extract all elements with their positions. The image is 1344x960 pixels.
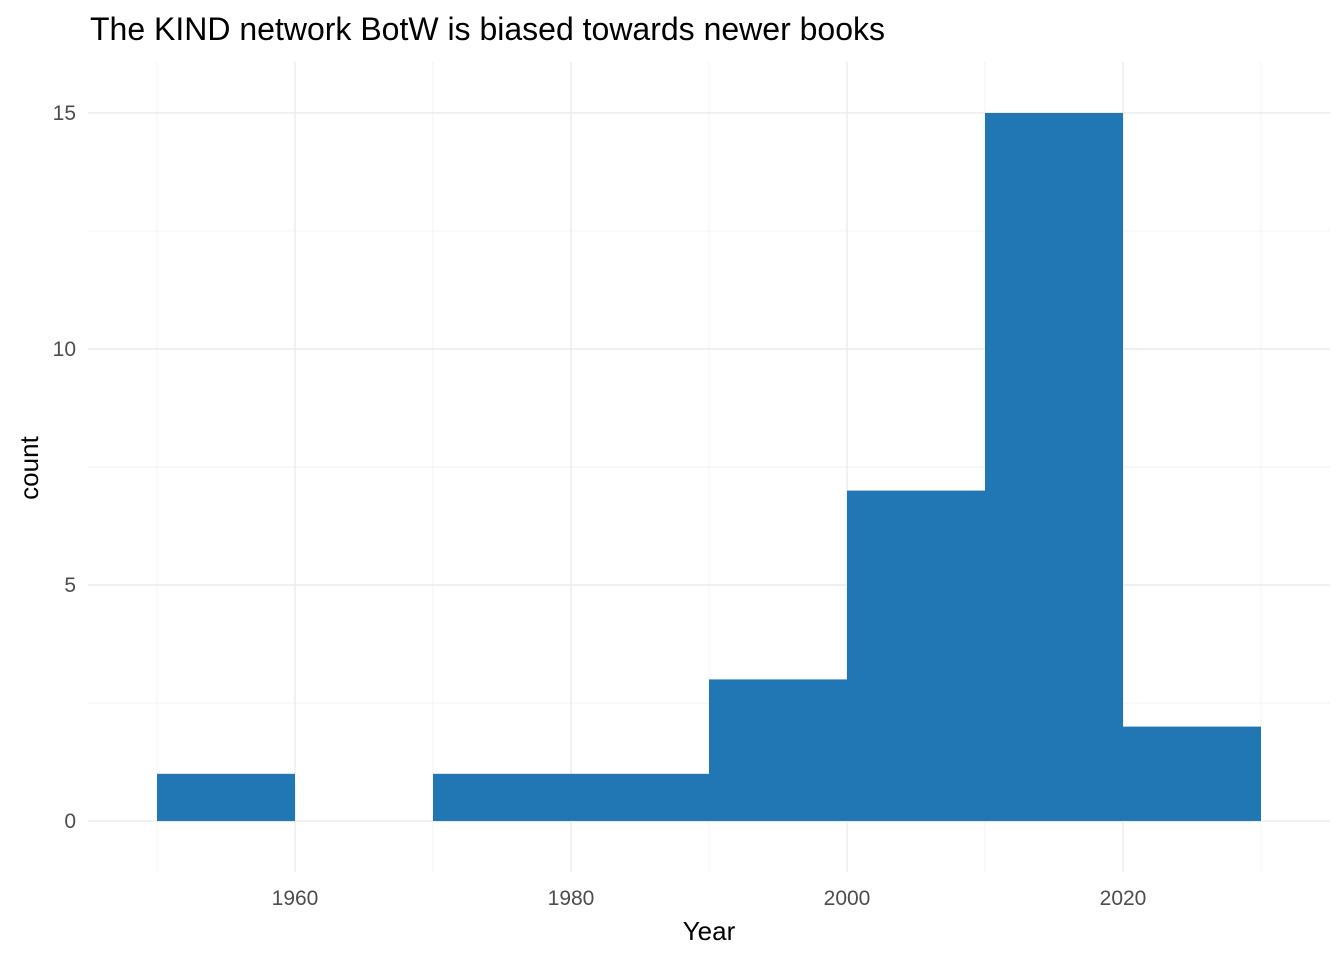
x-tick-label: 1960 bbox=[272, 887, 319, 910]
x-axis-ticks: 1960 1980 2000 2020 bbox=[272, 887, 1147, 910]
x-tick-label: 1980 bbox=[548, 887, 595, 910]
y-tick-label: 10 bbox=[53, 338, 76, 361]
y-axis-ticks: 0 5 10 15 bbox=[53, 102, 76, 833]
histogram-bar bbox=[1123, 726, 1261, 822]
histogram-bar bbox=[433, 773, 571, 822]
y-axis-title: count bbox=[14, 435, 44, 499]
histogram-bars bbox=[157, 112, 1261, 822]
y-tick-label: 0 bbox=[64, 810, 76, 833]
x-axis-title: Year bbox=[683, 916, 736, 946]
histogram-bar bbox=[847, 490, 985, 822]
histogram-bar bbox=[571, 773, 709, 822]
y-tick-label: 5 bbox=[64, 574, 76, 597]
chart-title: The KIND network BotW is biased towards … bbox=[90, 11, 885, 47]
x-tick-label: 2020 bbox=[1100, 887, 1147, 910]
histogram-bar bbox=[157, 773, 295, 822]
y-tick-label: 15 bbox=[53, 102, 76, 125]
x-tick-label: 2000 bbox=[824, 887, 871, 910]
histogram-bar bbox=[985, 112, 1123, 822]
histogram-bar bbox=[709, 679, 847, 822]
